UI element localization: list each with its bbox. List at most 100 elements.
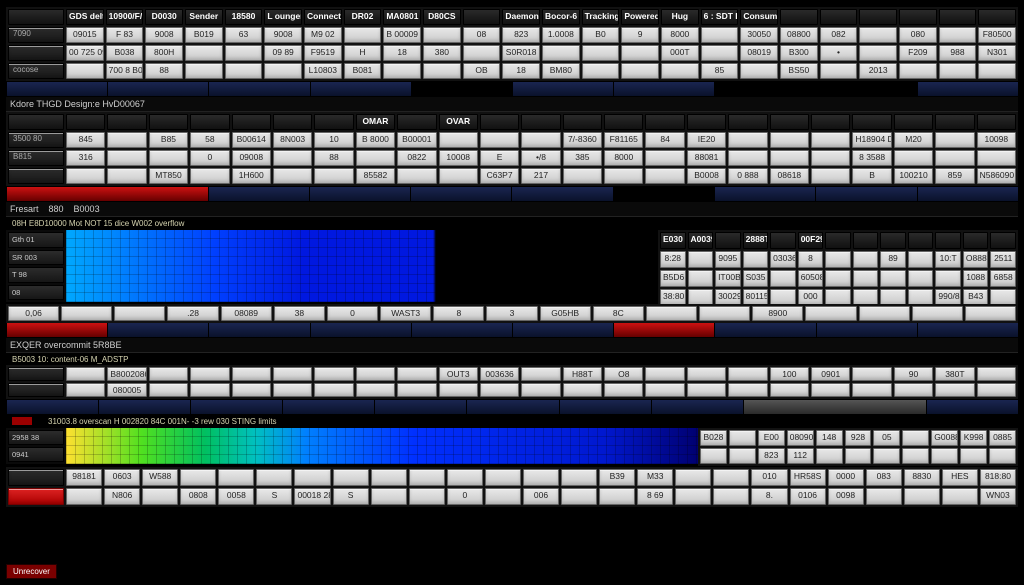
- data-cell[interactable]: 8830: [904, 469, 940, 486]
- data-cell[interactable]: [190, 367, 229, 381]
- data-cell[interactable]: [480, 132, 519, 148]
- data-cell[interactable]: [582, 63, 620, 79]
- column-header[interactable]: [899, 9, 937, 25]
- spectrogram-2[interactable]: 2958 38 0941 B028E00080901014892805G0088…: [6, 427, 1018, 465]
- data-cell[interactable]: G05HB: [540, 306, 591, 321]
- data-cell[interactable]: [935, 270, 961, 287]
- data-cell[interactable]: 08019: [740, 45, 778, 61]
- data-cell[interactable]: [439, 168, 478, 184]
- data-cell[interactable]: H88T: [563, 367, 602, 381]
- data-cell[interactable]: 859: [935, 168, 974, 184]
- data-cell[interactable]: [701, 27, 739, 43]
- data-cell[interactable]: 00 725 09: [66, 45, 104, 61]
- data-cell[interactable]: •: [820, 45, 858, 61]
- column-header[interactable]: [563, 114, 602, 130]
- data-cell[interactable]: [816, 448, 843, 464]
- column-header[interactable]: [990, 232, 1016, 249]
- column-header[interactable]: D80CS: [423, 9, 461, 25]
- data-cell[interactable]: 100: [770, 367, 809, 381]
- data-cell[interactable]: [675, 469, 711, 486]
- data-cell[interactable]: 18: [383, 45, 421, 61]
- data-cell[interactable]: 8 69: [637, 488, 673, 505]
- data-cell[interactable]: 1.0008: [542, 27, 580, 43]
- data-cell[interactable]: F81165: [604, 132, 643, 148]
- column-header[interactable]: [149, 114, 188, 130]
- data-cell[interactable]: [859, 306, 910, 321]
- data-cell[interactable]: [107, 150, 146, 166]
- data-cell[interactable]: 385: [563, 150, 602, 166]
- data-cell[interactable]: 0808: [180, 488, 216, 505]
- data-cell[interactable]: 082: [820, 27, 858, 43]
- data-cell[interactable]: [371, 469, 407, 486]
- data-cell[interactable]: 0 888: [728, 168, 767, 184]
- data-cell[interactable]: E00: [758, 430, 785, 446]
- data-cell[interactable]: [645, 168, 684, 184]
- data-cell[interactable]: [521, 132, 560, 148]
- data-cell[interactable]: [866, 488, 902, 505]
- data-cell[interactable]: 9008: [264, 27, 302, 43]
- data-cell[interactable]: 080005: [107, 383, 146, 397]
- data-cell[interactable]: B038: [106, 45, 144, 61]
- data-cell[interactable]: B39: [599, 469, 635, 486]
- column-header[interactable]: [977, 114, 1016, 130]
- data-cell[interactable]: 0809010: [787, 430, 814, 446]
- data-cell[interactable]: [409, 488, 445, 505]
- data-cell[interactable]: F 83: [106, 27, 144, 43]
- row-header[interactable]: 7090: [8, 27, 64, 43]
- column-header[interactable]: Connector: [304, 9, 342, 25]
- data-cell[interactable]: 63: [225, 27, 263, 43]
- column-header[interactable]: L ounger V/S: [264, 9, 302, 25]
- data-cell[interactable]: [661, 63, 699, 79]
- data-cell[interactable]: [935, 150, 974, 166]
- data-cell[interactable]: F80500: [978, 27, 1016, 43]
- data-cell[interactable]: [409, 469, 445, 486]
- data-cell[interactable]: [66, 168, 105, 184]
- data-cell[interactable]: M33: [637, 469, 673, 486]
- column-header[interactable]: A0039: [688, 232, 714, 249]
- data-cell[interactable]: [294, 469, 330, 486]
- data-cell[interactable]: M9 02: [304, 27, 342, 43]
- data-cell[interactable]: N301: [978, 45, 1016, 61]
- data-cell[interactable]: [845, 448, 872, 464]
- data-cell[interactable]: [149, 367, 188, 381]
- column-header[interactable]: [770, 114, 809, 130]
- column-header[interactable]: DR02: [344, 9, 382, 25]
- data-cell[interactable]: [218, 469, 254, 486]
- column-header[interactable]: Sender: [185, 9, 223, 25]
- data-cell[interactable]: [232, 383, 271, 397]
- data-cell[interactable]: C63P7: [480, 168, 519, 184]
- data-cell[interactable]: [66, 488, 102, 505]
- column-header[interactable]: Tracking: [582, 9, 620, 25]
- data-cell[interactable]: 09008: [232, 150, 271, 166]
- data-cell[interactable]: [728, 132, 767, 148]
- data-cell[interactable]: 9: [621, 27, 659, 43]
- data-cell[interactable]: [811, 383, 850, 397]
- data-cell[interactable]: [859, 27, 897, 43]
- data-cell[interactable]: S0R018: [502, 45, 540, 61]
- column-header[interactable]: [894, 114, 933, 130]
- spectro2-canvas[interactable]: [66, 428, 698, 464]
- data-cell[interactable]: 0106: [790, 488, 826, 505]
- data-cell[interactable]: [356, 367, 395, 381]
- data-cell[interactable]: [811, 150, 850, 166]
- data-cell[interactable]: 8000: [604, 150, 643, 166]
- data-cell[interactable]: 1H600: [232, 168, 271, 184]
- data-cell[interactable]: [645, 383, 684, 397]
- column-header[interactable]: Hug: [661, 9, 699, 25]
- data-cell[interactable]: WN03: [980, 488, 1016, 505]
- column-header[interactable]: [232, 114, 271, 130]
- data-cell[interactable]: 08: [463, 27, 501, 43]
- data-cell[interactable]: [908, 270, 934, 287]
- data-cell[interactable]: 84: [645, 132, 684, 148]
- column-header[interactable]: [963, 232, 989, 249]
- column-header[interactable]: Daemon provision: [502, 9, 540, 25]
- data-cell[interactable]: B5D6: [660, 270, 686, 287]
- data-cell[interactable]: [273, 168, 312, 184]
- data-cell[interactable]: [770, 270, 796, 287]
- data-cell[interactable]: 08618: [770, 168, 809, 184]
- row-header[interactable]: [8, 488, 64, 505]
- row-header[interactable]: 3500 80: [8, 132, 64, 148]
- column-header[interactable]: E030: [660, 232, 686, 249]
- data-cell[interactable]: F9519: [304, 45, 342, 61]
- data-cell[interactable]: [931, 448, 958, 464]
